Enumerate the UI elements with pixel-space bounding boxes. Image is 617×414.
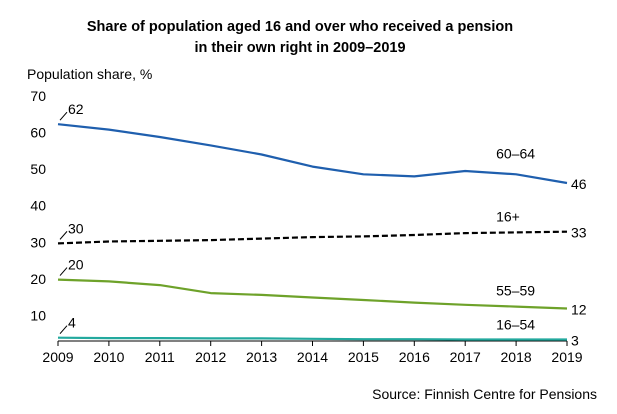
end-value-label: 3 [571, 333, 579, 349]
y-tick-label: 20 [30, 271, 46, 287]
x-tick-label: 2016 [399, 349, 430, 365]
x-tick-label: 2015 [348, 349, 379, 365]
y-tick-label: 70 [30, 88, 46, 104]
x-tick-label: 2014 [297, 349, 328, 365]
chart-title-line-1: Share of population aged 16 and over who… [87, 19, 513, 35]
series-name-label: 16+ [496, 208, 520, 224]
series-line-2 [57, 278, 568, 310]
x-tick-label: 2012 [195, 349, 226, 365]
y-tick-label: 10 [30, 307, 46, 323]
end-value-label: 46 [571, 176, 587, 192]
series-line-0 [57, 123, 568, 185]
series-line-1 [57, 230, 568, 245]
start-value-label: 30 [68, 220, 84, 236]
series-name-label: 55–59 [496, 283, 535, 299]
x-tick-label: 2013 [246, 349, 277, 365]
y-tick-label: 40 [30, 198, 46, 214]
series-line-3 [57, 336, 567, 341]
start-leader-line [59, 231, 68, 240]
series-name-label: 60–64 [496, 145, 535, 161]
start-value-label: 20 [68, 257, 84, 273]
y-tick-label: 50 [30, 161, 46, 177]
x-tick-label: 2017 [450, 349, 481, 365]
x-tick-label: 2009 [42, 349, 73, 365]
x-tick-label: 2011 [145, 349, 175, 365]
start-value-label: 62 [68, 101, 84, 117]
y-tick-label: 60 [30, 125, 46, 141]
start-leader-line [59, 325, 68, 335]
x-tick-label: 2018 [501, 349, 532, 365]
source-note: Source: Finnish Centre for Pensions [372, 386, 597, 402]
start-value-label: 4 [68, 315, 76, 331]
series-name-label: 16–54 [496, 317, 535, 333]
y-tick-label: 30 [30, 234, 46, 250]
start-leader-line [59, 267, 68, 276]
end-value-label: 12 [571, 301, 587, 317]
x-tick-label: 2019 [551, 349, 582, 365]
x-tick-label: 2010 [93, 349, 124, 365]
chart-title-line-2: in their own right in 2009–2019 [194, 40, 405, 56]
start-leader-line [59, 111, 68, 121]
end-value-label: 33 [571, 225, 587, 241]
y-axis-label: Population share, % [27, 66, 152, 82]
